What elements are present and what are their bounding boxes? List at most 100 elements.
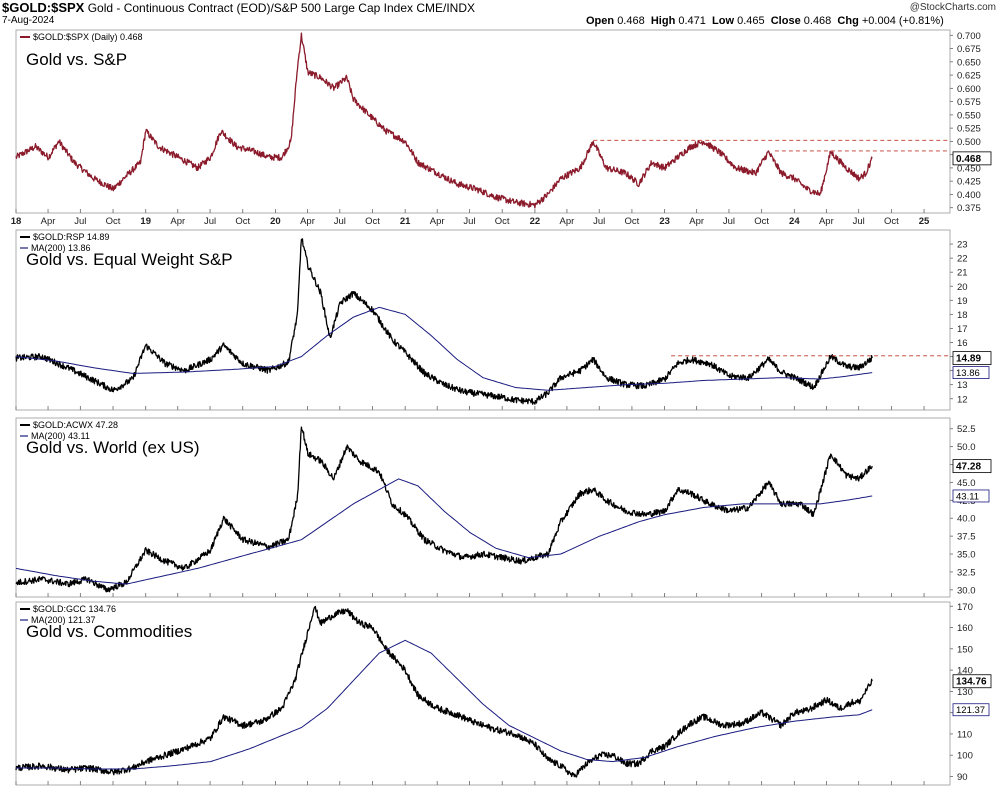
- symbol: $GOLD:$SPX: [2, 0, 85, 15]
- panel-legend: $GOLD:$SPX (Daily) 0.468: [20, 32, 143, 42]
- y-tick-label: 150: [957, 644, 973, 655]
- price-line: [15, 32, 873, 209]
- last-value-label: 0.468: [956, 154, 981, 165]
- y-tick-label: 0.600: [957, 84, 981, 95]
- x-tick-label: Jul: [204, 216, 216, 227]
- x-tick-label: 21: [400, 216, 411, 227]
- x-tick-label: Oct: [754, 216, 769, 227]
- y-tick-label: 0.625: [957, 71, 981, 82]
- legend-price: $GOLD:ACWX 47.28: [33, 420, 118, 430]
- y-tick-label: 0.375: [957, 203, 981, 214]
- y-tick-label: 0.525: [957, 124, 981, 135]
- legend-price: $GOLD:RSP 14.89: [33, 232, 109, 242]
- ma200-line: [15, 306, 873, 391]
- x-tick-label: Jul: [593, 216, 605, 227]
- x-tick-label: Apr: [430, 216, 445, 227]
- panel-frame: [15, 417, 951, 598]
- y-tick-label: 0.450: [957, 163, 981, 174]
- ma200-line: [15, 478, 873, 585]
- open-label: Open: [586, 15, 615, 27]
- ma-value-label: 13.86: [956, 368, 980, 379]
- ma-value-box: [952, 489, 990, 503]
- x-tick-label: Jul: [334, 216, 346, 227]
- chg-value: +0.004 (+0.81%): [861, 15, 944, 27]
- x-tick-label: Apr: [819, 216, 834, 227]
- close-label: Close: [770, 15, 801, 27]
- legend-ma: MA(200) 43.11: [31, 431, 90, 441]
- ma200-line: [16, 639, 873, 770]
- y-tick-label: 20: [957, 282, 968, 293]
- y-tick-label: 37.5: [957, 532, 976, 543]
- y-tick-label: 0.675: [957, 44, 981, 55]
- x-tick-label: Apr: [170, 216, 185, 227]
- legend-price: $GOLD:GCC 134.76: [33, 604, 116, 614]
- x-tick-label: Oct: [625, 216, 640, 227]
- y-tick-label: 22: [957, 254, 968, 265]
- y-tick-label: 30.0: [957, 585, 976, 596]
- y-tick-label: 21: [957, 268, 968, 279]
- x-tick-label: 18: [11, 216, 22, 227]
- ohlc-readout: Open 0.468 High 0.471 Low 0.465 Close 0.…: [586, 15, 944, 27]
- chart-date: 7-Aug-2024: [2, 15, 55, 26]
- y-tick-label: 32.5: [957, 567, 976, 578]
- panel-3: 52.550.047.545.042.540.037.535.032.530.0…: [15, 417, 992, 598]
- last-value-label: 134.76: [956, 677, 987, 688]
- ma-value-label: 121.37: [956, 705, 985, 716]
- exchange: CME/INDX: [416, 1, 476, 15]
- legend-ma: MA(200) 121.37: [31, 615, 96, 625]
- legend-ma: MA(200) 13.86: [31, 243, 91, 253]
- ma-value-box: [952, 366, 990, 379]
- y-tick-label: 130: [957, 687, 973, 698]
- x-tick-label: 25: [919, 216, 930, 227]
- y-tick-label: 0.400: [957, 190, 981, 201]
- low-label: Low: [712, 15, 735, 27]
- y-tick-label: 0.500: [957, 137, 981, 148]
- last-value-box: [952, 351, 992, 366]
- y-tick-label: 16: [957, 338, 968, 349]
- y-tick-label: 13: [957, 380, 968, 391]
- low-value: 0.465: [737, 15, 765, 27]
- y-tick-label: 0.650: [957, 57, 981, 68]
- y-tick-label: 140: [957, 666, 973, 677]
- x-tick-label: Jul: [853, 216, 865, 227]
- high-value: 0.471: [678, 15, 706, 27]
- y-tick-label: 0.550: [957, 110, 981, 121]
- y-tick-label: 160: [957, 623, 973, 634]
- last-value-label: 14.89: [956, 354, 981, 365]
- price-line: [15, 238, 873, 405]
- y-tick-label: 0.425: [957, 177, 981, 188]
- y-tick-label: 110: [957, 729, 972, 740]
- brand-watermark: @StockCharts.com: [909, 2, 996, 13]
- panel-title: Gold vs. World (ex US): [26, 438, 200, 457]
- y-tick-label: 100: [957, 751, 973, 762]
- x-tick-label: Oct: [235, 216, 250, 227]
- x-tick-label: Oct: [884, 216, 899, 227]
- y-tick-label: 23: [957, 240, 968, 251]
- y-tick-label: 35.0: [957, 550, 976, 561]
- last-value-label: 47.28: [956, 462, 981, 473]
- y-tick-label: 18: [957, 310, 968, 321]
- x-tick-label: Apr: [560, 216, 575, 227]
- symbol-description: Gold - Continuous Contract (EOD)/S&P 500…: [87, 1, 413, 15]
- ma-value-box: [952, 703, 990, 717]
- panel-title: Gold vs. Equal Weight S&P: [26, 250, 233, 269]
- x-tick-label: Oct: [106, 216, 121, 227]
- panel-frame: [15, 29, 951, 214]
- x-tick-label: Apr: [300, 216, 315, 227]
- open-value: 0.468: [617, 15, 645, 27]
- y-tick-label: 90: [957, 772, 968, 783]
- close-value: 0.468: [803, 15, 832, 27]
- y-tick-label: 40.0: [957, 514, 976, 525]
- price-line: [15, 605, 873, 778]
- last-value-box: [952, 459, 992, 474]
- panel-title: Gold vs. Commodities: [26, 622, 192, 641]
- y-tick-label: 19: [957, 296, 968, 307]
- x-tick-label: Jul: [74, 216, 86, 227]
- y-tick-label: 50.0: [957, 442, 976, 453]
- panel-1: 0.700 0.675 0.650 0.625 0.600 0.575 0.550 0.525…: [11, 29, 992, 227]
- legend-price: $GOLD:$SPX (Daily) 0.468: [33, 32, 143, 42]
- x-tick-label: Jul: [723, 216, 735, 227]
- x-tick-label: Oct: [365, 216, 380, 227]
